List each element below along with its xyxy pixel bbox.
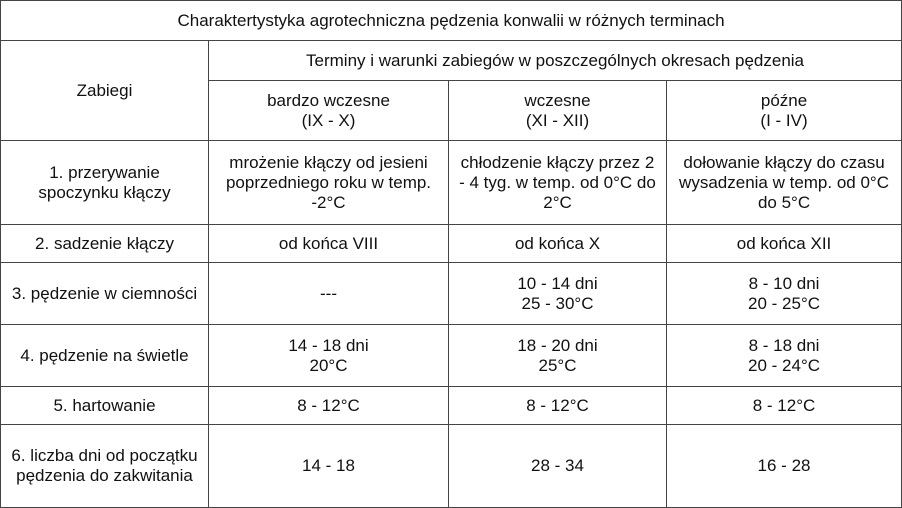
- procedure-label: 6. liczba dni od początku pędzenia do za…: [0, 424, 209, 508]
- column-header-period: (IX - X): [301, 110, 356, 130]
- cell-line: 20°C: [309, 355, 348, 375]
- procedure-label: 5. hartowanie: [0, 386, 209, 425]
- cell-line: 20 - 24°C: [748, 355, 821, 375]
- procedure-label: 1. przerywanie spoczynku kłączy: [0, 140, 209, 225]
- header-row-2: bardzo wczesne (IX - X) wczesne (XI - XI…: [1, 80, 902, 141]
- table-cell: 10 - 14 dni 25 - 30°C: [448, 262, 667, 325]
- cell-line: 8 - 10 dni: [748, 273, 820, 293]
- table-cell: 8 - 12°C: [448, 386, 667, 425]
- table-cell: 8 - 18 dni 20 - 24°C: [665, 324, 902, 387]
- procedure-label: 3. pędzenie w ciemności: [0, 262, 209, 325]
- procedure-label: 4. pędzenie na świetle: [0, 324, 209, 387]
- column-header-name: późne: [760, 90, 808, 110]
- column-header-very-early: bardzo wczesne (IX - X): [208, 80, 449, 141]
- table-cell: 8 - 12°C: [665, 386, 902, 425]
- table-cell: od końca XII: [665, 224, 902, 263]
- table-cell: 14 - 18 dni 20°C: [208, 324, 449, 387]
- column-header-early: wczesne (XI - XII): [448, 80, 667, 141]
- cell-line: ---: [320, 283, 337, 303]
- cell-line: 10 - 14 dni: [517, 273, 598, 293]
- column-header-late: późne (I - IV): [665, 80, 902, 141]
- procedures-header: Zabiegi: [0, 40, 209, 141]
- table-cell: 14 - 18: [208, 424, 449, 508]
- table-cell: chłodzenie kłączy przez 2 - 4 tyg. w tem…: [448, 140, 667, 225]
- table-cell: 16 - 28: [665, 424, 902, 508]
- table-cell: od końca X: [448, 224, 667, 263]
- cell-line: 8 - 18 dni: [748, 335, 820, 355]
- column-header-name: wczesne: [524, 90, 591, 110]
- table-cell: ---: [208, 262, 449, 325]
- table-cell: 18 - 20 dni 25°C: [448, 324, 667, 387]
- column-header-period: (I - IV): [760, 110, 808, 130]
- cell-line: 18 - 20 dni: [517, 335, 598, 355]
- table-cell: od końca VIII: [208, 224, 449, 263]
- cell-line: 20 - 25°C: [748, 293, 821, 313]
- terms-group-header: Terminy i warunki zabiegów w poszczególn…: [207, 40, 902, 81]
- table-row: 1. przerywanie spoczynku kłączy mrożenie…: [0, 140, 902, 225]
- column-header-period: (XI - XII): [525, 110, 590, 130]
- cell-line: 25 - 30°C: [521, 293, 594, 313]
- table-cell: 28 - 34: [448, 424, 667, 508]
- cell-line: 14 - 18 dni: [288, 335, 369, 355]
- table-row: 3. pędzenie w ciemności --- 10 - 14 dni …: [0, 262, 902, 325]
- header-row-1: Zabiegi Terminy i warunki zabiegów w pos…: [0, 40, 902, 141]
- table-cell: 8 - 12°C: [208, 386, 449, 425]
- table-row: 6. liczba dni od początku pędzenia do za…: [0, 424, 902, 508]
- table-row: 5. hartowanie 8 - 12°C 8 - 12°C 8 - 12°C: [0, 386, 902, 425]
- table-row: 4. pędzenie na świetle 14 - 18 dni 20°C …: [0, 324, 902, 387]
- column-header-name: bardzo wczesne: [267, 90, 390, 110]
- table-cell: 8 - 10 dni 20 - 25°C: [665, 262, 902, 325]
- table-title: Charaktertystyka agrotechniczna pędzenia…: [0, 0, 902, 41]
- table-cell: dołowanie kłączy do czasu wysadzenia w t…: [665, 140, 902, 225]
- table-row: 2. sadzenie kłączy od końca VIII od końc…: [0, 224, 902, 263]
- title-row: Charaktertystyka agrotechniczna pędzenia…: [0, 0, 902, 41]
- procedure-label: 2. sadzenie kłączy: [0, 224, 209, 263]
- cell-line: 25°C: [538, 355, 577, 375]
- table-cell: mrożenie kłączy od jesieni poprzedniego …: [208, 140, 449, 225]
